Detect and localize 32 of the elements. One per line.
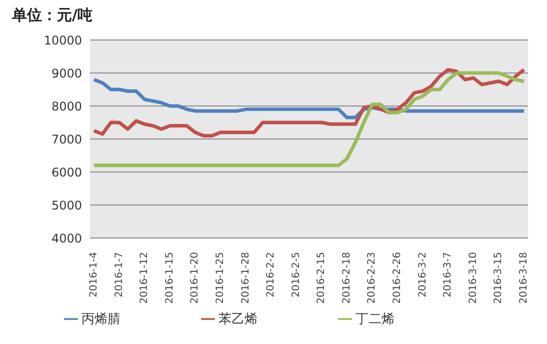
legend-label: 丁二烯: [356, 312, 394, 327]
line-series: [92, 71, 526, 168]
x-tick-label: 2016-2-2: [266, 252, 277, 298]
x-tick-label: 2016-2-5: [290, 252, 302, 298]
y-tick-label: 10000: [44, 33, 82, 48]
y-tick-label: 5000: [51, 198, 82, 212]
legend-label: 苯乙烯: [218, 312, 258, 327]
x-tick-label: 2016-1-28: [240, 252, 252, 304]
y-tick-label: 4000: [51, 231, 82, 246]
x-tick-label: 2016-2-15: [316, 252, 328, 304]
x-tick-label: 2016-3-7: [442, 252, 454, 298]
x-tick-label: 2016-1-20: [190, 252, 201, 304]
x-tick-label: 2016-1-7: [114, 252, 125, 298]
x-tick-label: 2016-2-26: [392, 252, 404, 304]
x-tick-label: 2016-2-18: [341, 252, 352, 304]
line-series: [92, 78, 526, 120]
x-tick-label: 2016-1-15: [164, 252, 176, 304]
y-tick-label: 7000: [51, 132, 82, 146]
x-tick-label: 2016-3-15: [493, 252, 504, 304]
y-tick-label: 9000: [51, 66, 82, 80]
legend-label: 丙烯腈: [82, 312, 120, 327]
line-series: [92, 68, 526, 138]
x-tick-label: 2016-3-10: [468, 252, 479, 304]
y-tick-label: 8000: [51, 99, 82, 114]
x-tick-label: 2016-1-4: [88, 252, 100, 298]
y-axis-title: 单位：元/吨: [12, 6, 92, 25]
x-tick-label: 2016-3-2: [417, 252, 428, 298]
x-tick-label: 2016-1-12: [139, 252, 150, 304]
x-tick-label: 2016-3-18: [518, 252, 530, 304]
y-tick-label: 6000: [51, 165, 82, 180]
x-tick-label: 2016-1-25: [214, 252, 226, 304]
x-tick-label: 2016-2-23: [366, 252, 378, 304]
